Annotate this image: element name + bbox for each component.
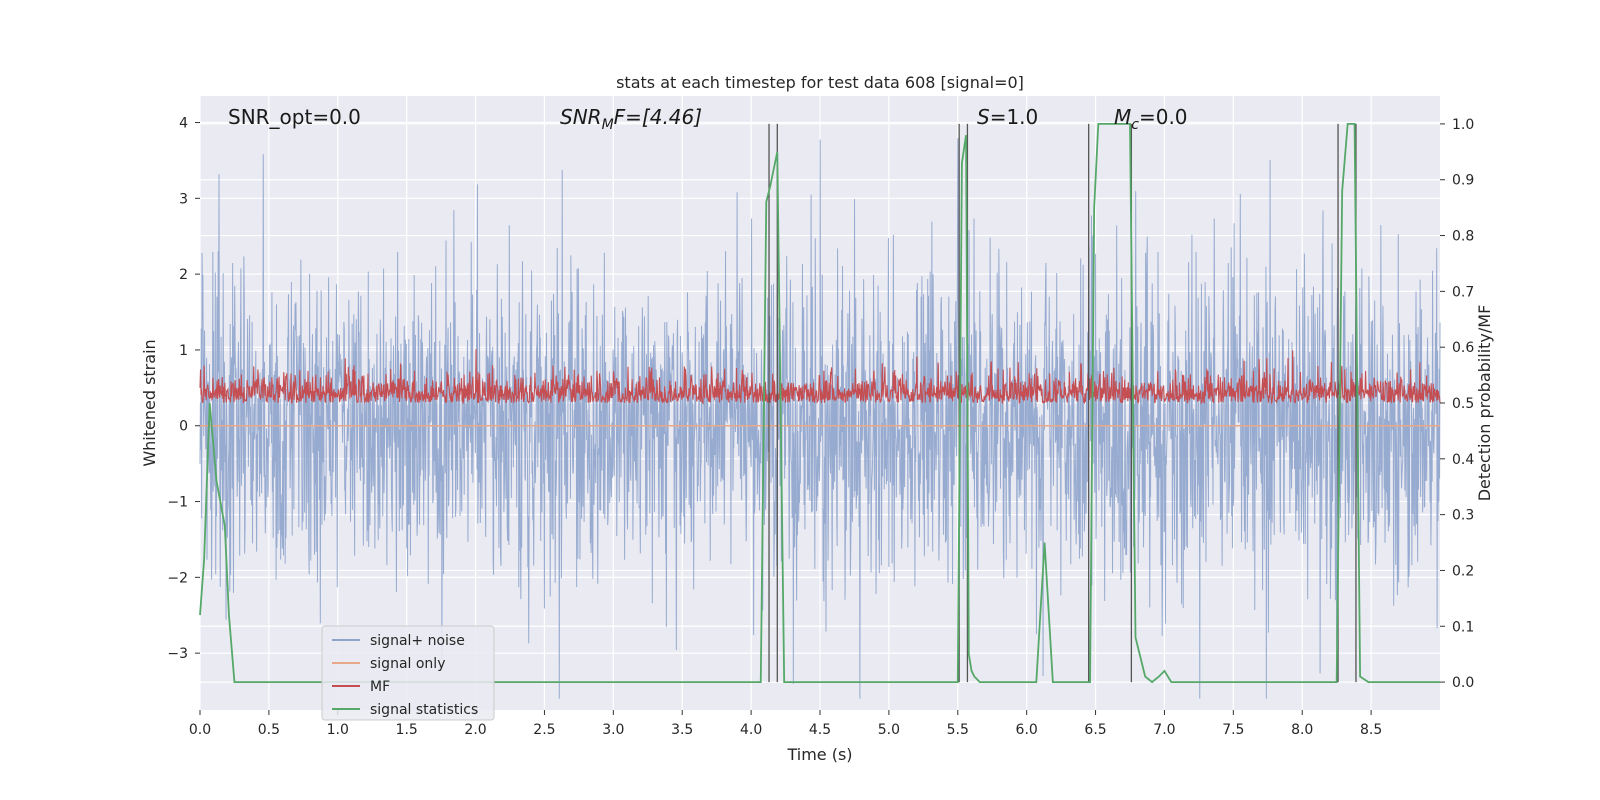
y-axis-left-label: Whitened strain: [140, 339, 159, 466]
x-tick-label: 3.0: [602, 722, 624, 738]
y-axis-right-label: Detection probability/MF: [1475, 305, 1494, 502]
signal-noise-series: [199, 138, 1441, 699]
legend-label-signal-only: signal only: [370, 656, 445, 672]
x-axis-ticks: 0.0 0.5 1.0 1.5 2.0 2.5 3.0 3.5 4.0 4.5 5.0 5.5 6.0 6…: [189, 710, 1382, 738]
x-tick-label: 3.5: [671, 722, 693, 738]
x-tick-label: 5.5: [947, 722, 969, 738]
mf-series: [199, 349, 1441, 405]
chart-title: stats at each timestep for test data 608…: [616, 73, 1024, 92]
snr-mf-rest-text: F=[4.46]: [614, 105, 702, 129]
x-tick-label: 7.0: [1153, 722, 1175, 738]
y-left-tick-label: −2: [167, 570, 188, 586]
y-right-tick-label: 0.3: [1452, 508, 1474, 524]
legend-box: [321, 625, 495, 721]
y-left-tick-label: −3: [167, 646, 188, 662]
signal-statistics-series: [199, 123, 1440, 684]
x-tick-label: 8.0: [1291, 722, 1313, 738]
x-tick-label: 0.0: [189, 722, 211, 738]
y-left-tick-label: 2: [179, 267, 188, 283]
signal-statistics-path: [199, 123, 1440, 684]
snr-mf-sub: M: [602, 117, 614, 133]
x-tick-label: 5.0: [878, 722, 900, 738]
y-axis-right-ticks: 0.0 0.1 0.2 0.3 0.4 0.5 0.6 0.7 0.8 0.9 1.0: [1440, 117, 1474, 691]
y-left-tick-label: −1: [167, 495, 188, 511]
x-tick-label: 8.5: [1360, 722, 1382, 738]
y-right-tick-label: 0.4: [1452, 452, 1474, 468]
y-left-tick-label: 3: [179, 191, 188, 207]
legend-label-mf: MF: [370, 679, 390, 695]
mc-italic: M: [1114, 105, 1131, 129]
annotation-mc: Mc=0.0: [1114, 105, 1188, 133]
legend-label-noise: signal+ noise: [370, 633, 465, 649]
annotation-snr-mf: SNRMF=[4.46]: [560, 105, 702, 133]
annotation-snr-opt: SNR_opt=0.0: [228, 105, 361, 129]
snr-mf-rest: F=[4.46]: [614, 105, 702, 129]
y-left-tick-label: 1: [179, 343, 188, 359]
y-right-tick-label: 0.7: [1452, 284, 1474, 300]
y-axis-left-ticks: −3 −2 −1 0 1 2 3 4: [167, 116, 200, 662]
y-right-tick-label: 1.0: [1452, 117, 1474, 133]
snr-mf-base: SNR: [560, 105, 602, 129]
x-tick-label: 4.5: [809, 722, 831, 738]
x-tick-label: 6.0: [1016, 722, 1038, 738]
y-right-tick-label: 0.5: [1452, 396, 1474, 412]
x-tick-label: 2.5: [533, 722, 555, 738]
y-left-tick-label: 4: [179, 116, 188, 132]
x-axis-label: Time (s): [786, 745, 852, 764]
legend: signal+ noise signal only MF signal stat…: [321, 625, 495, 721]
y-right-tick-label: 0.6: [1452, 340, 1474, 356]
x-tick-label: 1.5: [396, 722, 418, 738]
annotation-s: S=1.0: [977, 105, 1038, 129]
y-right-tick-label: 0.9: [1452, 173, 1474, 189]
mf-path: [199, 349, 1441, 405]
y-left-tick-label: 0: [179, 419, 188, 435]
x-tick-label: 0.5: [258, 722, 280, 738]
s-italic: S: [977, 105, 990, 129]
mc-rest: =0.0: [1139, 105, 1188, 129]
x-tick-label: 4.0: [740, 722, 762, 738]
mc-sub: c: [1131, 117, 1139, 133]
y-right-tick-label: 0.8: [1452, 229, 1474, 245]
x-tick-label: 1.0: [327, 722, 349, 738]
s-rest: =1.0: [990, 105, 1039, 129]
noise-path: [199, 138, 1441, 699]
x-tick-label: 7.5: [1222, 722, 1244, 738]
y-right-tick-label: 0.0: [1452, 675, 1474, 691]
legend-label-stats: signal statistics: [370, 702, 478, 718]
x-tick-label: 2.0: [464, 722, 486, 738]
y-right-tick-label: 0.1: [1452, 619, 1474, 635]
y-right-tick-label: 0.2: [1452, 563, 1474, 579]
x-tick-label: 6.5: [1084, 722, 1106, 738]
